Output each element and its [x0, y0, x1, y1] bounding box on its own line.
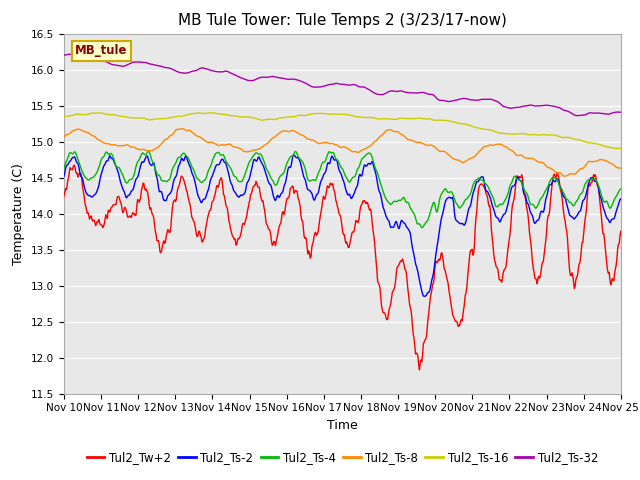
Text: MB_tule: MB_tule: [75, 44, 127, 58]
Legend: Tul2_Tw+2, Tul2_Ts-2, Tul2_Ts-4, Tul2_Ts-8, Tul2_Ts-16, Tul2_Ts-32: Tul2_Tw+2, Tul2_Ts-2, Tul2_Ts-4, Tul2_Ts…: [82, 446, 603, 469]
X-axis label: Time: Time: [327, 419, 358, 432]
Y-axis label: Temperature (C): Temperature (C): [12, 163, 26, 264]
Title: MB Tule Tower: Tule Temps 2 (3/23/17-now): MB Tule Tower: Tule Temps 2 (3/23/17-now…: [178, 13, 507, 28]
